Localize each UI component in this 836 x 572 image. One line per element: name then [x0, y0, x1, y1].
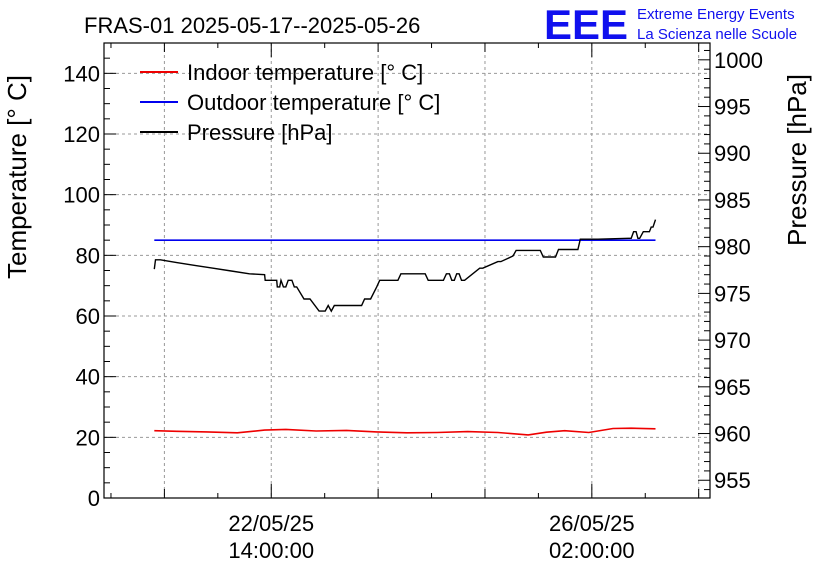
series-line-pressure	[153, 219, 657, 313]
grid	[104, 43, 710, 498]
x-tick-label-date: 26/05/25	[549, 511, 635, 536]
y-axis-left-title: Temperature [° C]	[2, 75, 32, 279]
y-right-tick-label: 970	[714, 328, 751, 353]
y-right-tick-label: 955	[714, 468, 751, 493]
y-left-tick-label: 40	[76, 365, 100, 390]
y-left-tick-label: 100	[63, 183, 100, 208]
y-right-tick-label: 975	[714, 281, 751, 306]
eee-logo-line2: La Scienza nelle Scuole	[637, 26, 797, 43]
eee-logo-mark: EEE	[544, 1, 628, 48]
y-right-tick-label: 965	[714, 375, 751, 400]
y-left-tick-label: 140	[63, 61, 100, 86]
series-line-indoor	[154, 427, 656, 436]
y-left-tick-label: 60	[76, 304, 100, 329]
eee-logo-line1: Extreme Energy Events	[637, 6, 795, 23]
y-left-tick-label: 0	[88, 486, 100, 511]
y-left-tick-label: 80	[76, 243, 100, 268]
legend: Indoor temperature [° C] Outdoor temperat…	[140, 60, 440, 145]
eee-logo: EEE Extreme Energy Events La Scienza nel…	[544, 1, 797, 48]
y-right-tick-label: 960	[714, 422, 751, 447]
chart-title: FRAS-01 2025-05-17--2025-05-26	[84, 13, 420, 38]
legend-label-pressure: Pressure [hPa]	[187, 120, 333, 145]
legend-label-indoor: Indoor temperature [° C]	[187, 60, 423, 85]
x-tick-label-date: 22/05/25	[228, 511, 314, 536]
y-right-tick-label: 995	[714, 95, 751, 120]
x-tick-label-time: 14:00:00	[228, 538, 314, 563]
y-left-tick-label: 20	[76, 425, 100, 450]
y-right-tick-label: 990	[714, 141, 751, 166]
y-right-tick-label: 980	[714, 235, 751, 260]
x-tick-label-time: 02:00:00	[549, 538, 635, 563]
y-right-tick-label: 1000	[714, 48, 763, 73]
y-left-tick-label: 120	[63, 122, 100, 147]
legend-label-outdoor: Outdoor temperature [° C]	[187, 90, 440, 115]
axes: 0 20 40 60 80 100 120 140 955 960 965 970 975 980 985 9…	[63, 42, 763, 563]
y-axis-right-title: Pressure [hPa]	[782, 74, 812, 246]
y-right-tick-label: 985	[714, 188, 751, 213]
plot-series	[153, 219, 657, 436]
